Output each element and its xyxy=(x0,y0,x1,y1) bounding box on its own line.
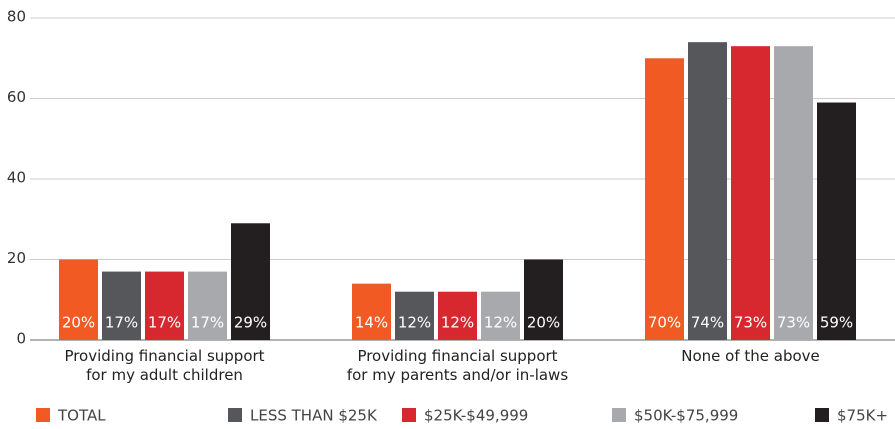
data-label: 17% xyxy=(105,314,138,332)
legend-swatch xyxy=(402,408,416,422)
x-tick-label: None of the above xyxy=(681,347,820,365)
legend-label: LESS THAN $25K xyxy=(250,407,378,425)
data-label: 20% xyxy=(527,314,560,332)
y-tick-label: 40 xyxy=(7,169,26,187)
data-label: 12% xyxy=(441,314,474,332)
data-label: 12% xyxy=(484,314,517,332)
legend-label: $75K+ xyxy=(837,407,888,425)
bar xyxy=(524,259,563,340)
legend-label: $50K-$75,999 xyxy=(634,407,738,425)
legend-label: $25K-$49,999 xyxy=(424,407,528,425)
bar xyxy=(481,291,520,340)
data-label: 29% xyxy=(234,314,267,332)
data-label: 14% xyxy=(355,314,388,332)
bar xyxy=(395,291,434,340)
bar xyxy=(774,46,813,341)
bar xyxy=(352,283,391,340)
legend-label: TOTAL xyxy=(57,407,106,425)
bar xyxy=(438,291,477,340)
data-label: 20% xyxy=(62,314,95,332)
legend-swatch xyxy=(36,408,50,422)
legend-swatch xyxy=(612,408,626,422)
legend-swatch xyxy=(815,408,829,422)
y-tick-label: 0 xyxy=(16,330,26,348)
bar xyxy=(145,271,184,340)
y-tick-label: 20 xyxy=(7,249,26,267)
bar xyxy=(59,259,98,340)
bar xyxy=(731,46,770,341)
bar xyxy=(188,271,227,340)
bar xyxy=(102,271,141,340)
data-label: 73% xyxy=(734,314,767,332)
legend-swatch xyxy=(228,408,242,422)
data-label: 17% xyxy=(191,314,224,332)
bar xyxy=(231,223,270,340)
x-tick-label: Providing financial support for my adult… xyxy=(64,347,265,384)
data-label: 70% xyxy=(648,314,681,332)
data-label: 12% xyxy=(398,314,431,332)
bar xyxy=(688,42,727,341)
bar xyxy=(645,58,684,340)
y-tick-label: 60 xyxy=(7,88,26,106)
y-tick-label: 80 xyxy=(7,8,26,26)
bar xyxy=(817,102,856,341)
data-label: 73% xyxy=(777,314,810,332)
x-tick-label: Providing financial support for my paren… xyxy=(346,347,569,384)
data-label: 17% xyxy=(148,314,181,332)
data-label: 74% xyxy=(691,314,724,332)
data-label: 59% xyxy=(820,314,853,332)
